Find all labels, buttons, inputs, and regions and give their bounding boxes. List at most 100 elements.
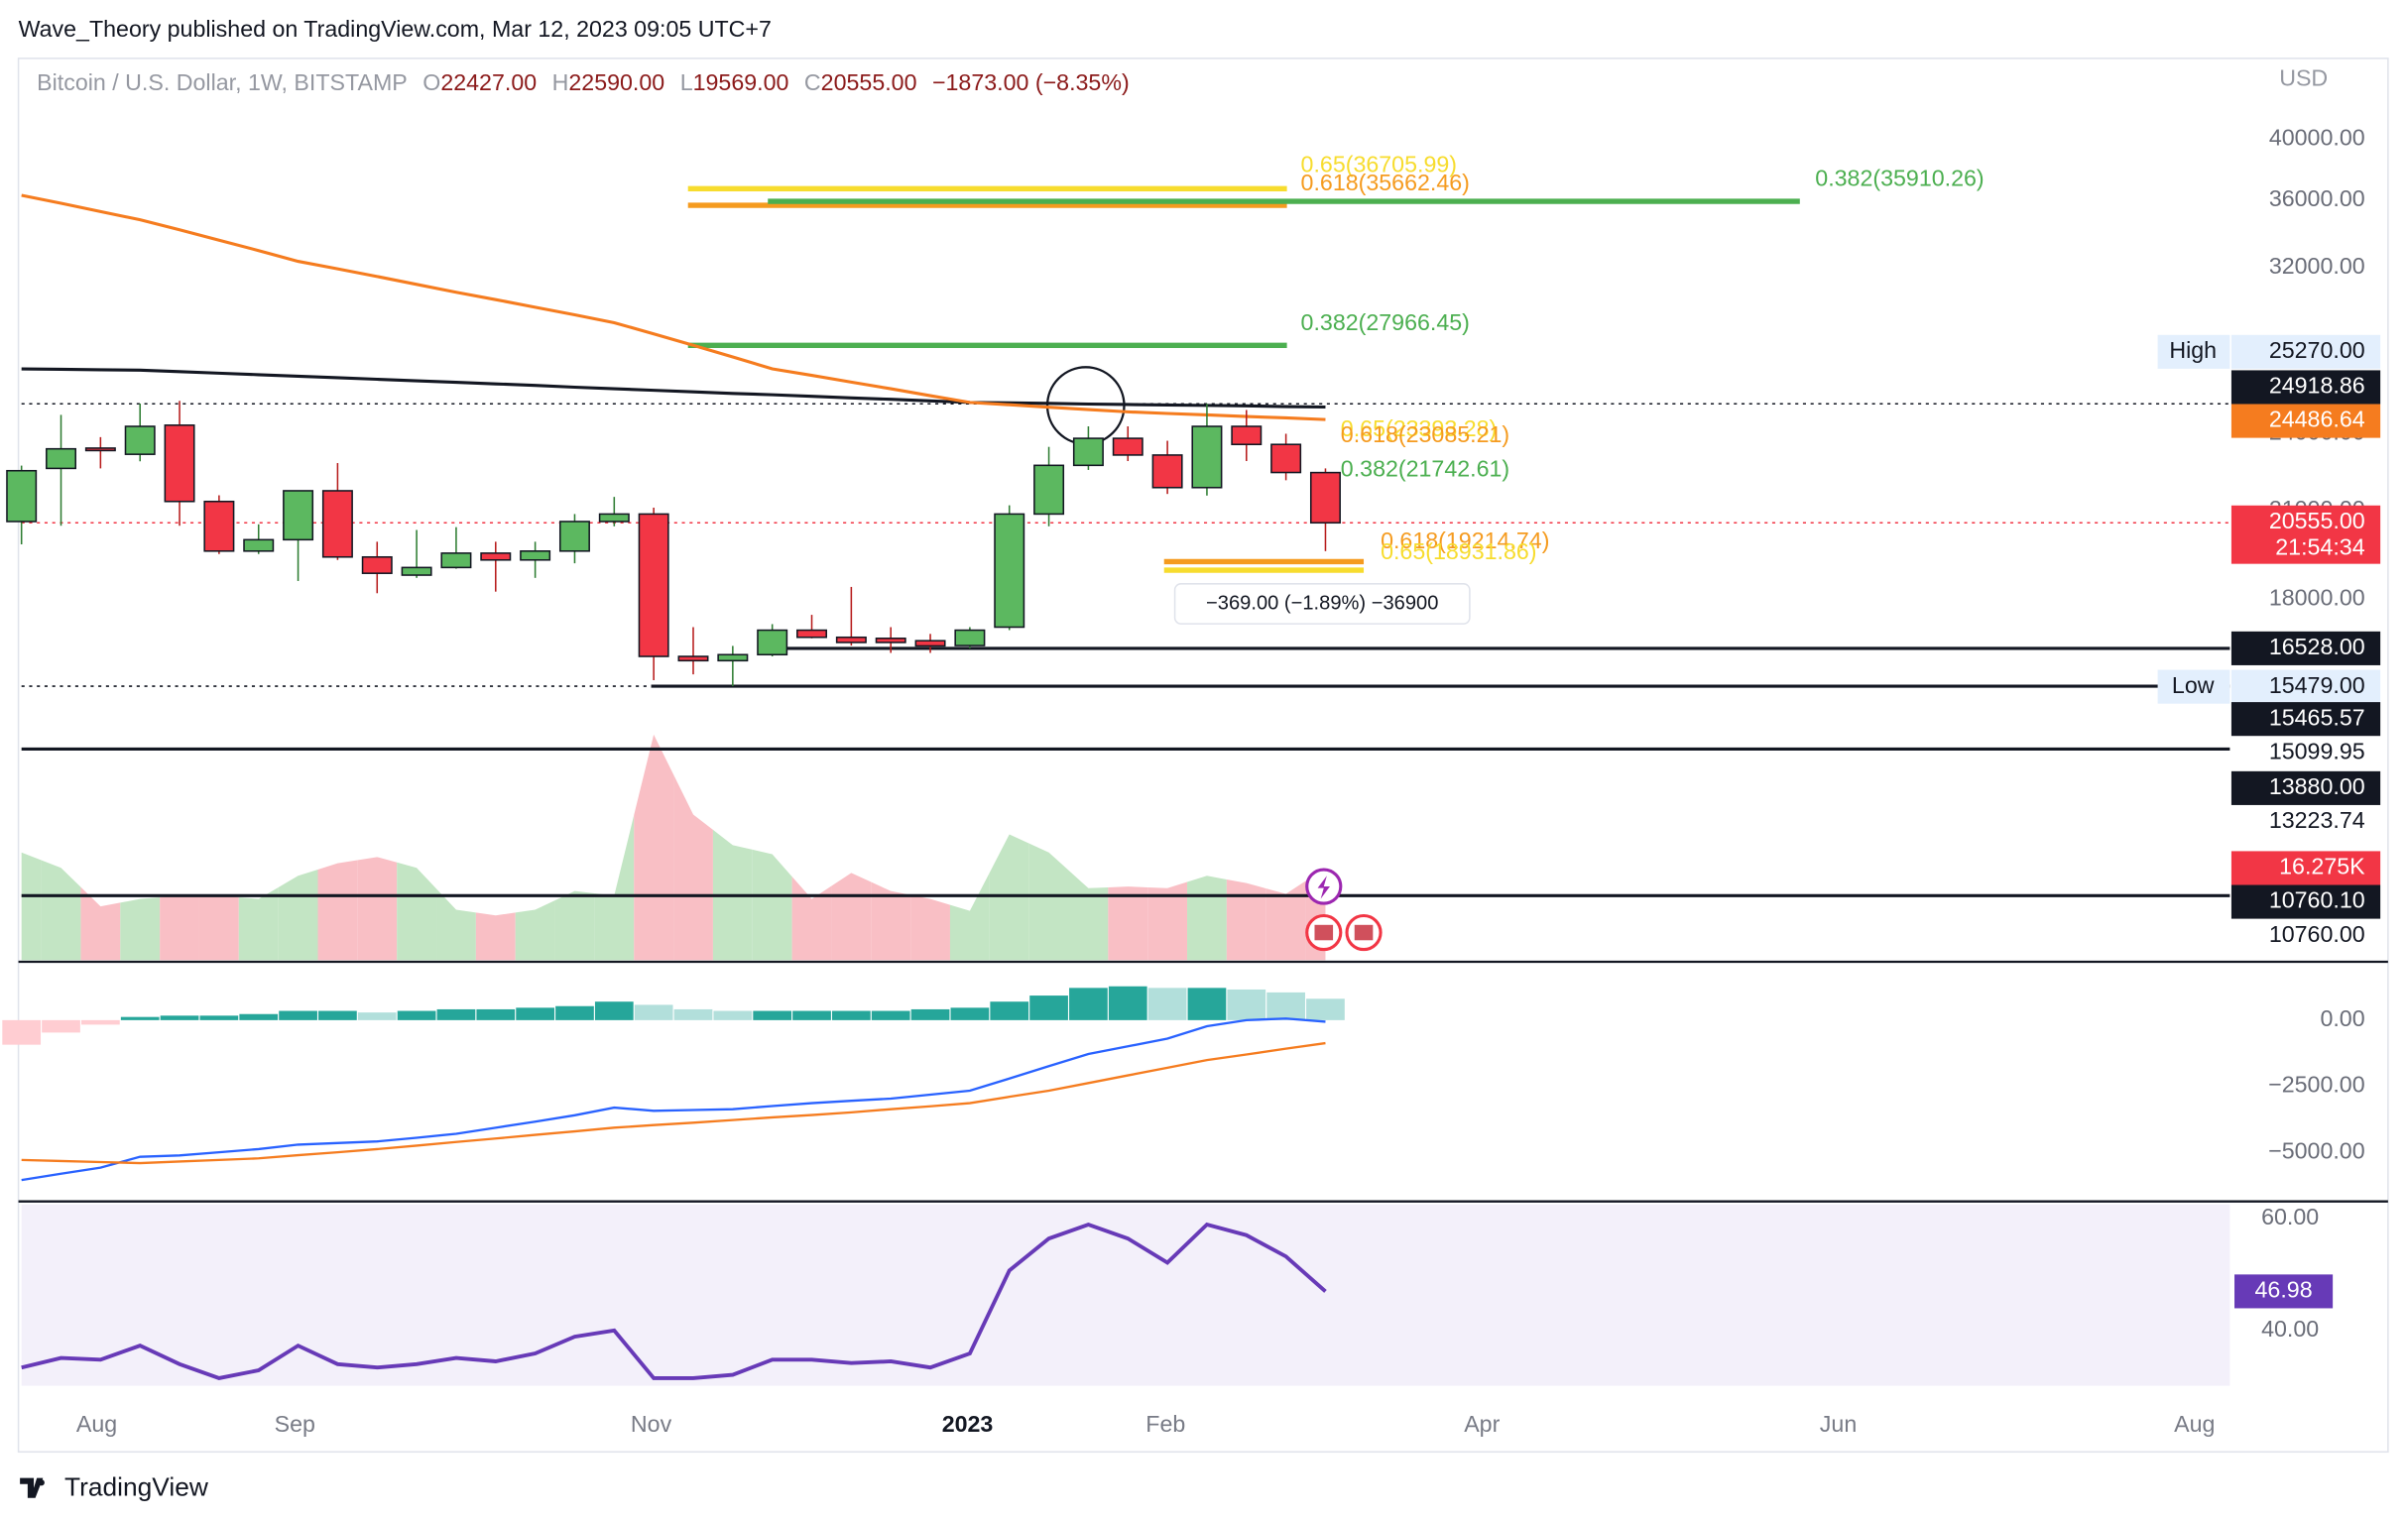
ohlc-key: L: [680, 69, 693, 95]
macd-histogram: [2, 1019, 42, 1045]
volume-area: [397, 862, 437, 961]
candle-body: [875, 638, 906, 644]
price-label: 13223.74: [2269, 807, 2365, 833]
macd-histogram: [516, 1007, 554, 1020]
candle-body: [1270, 443, 1302, 474]
macd-histogram: [1108, 986, 1147, 1020]
macd-histogram: [318, 1010, 357, 1020]
candle-body: [124, 425, 156, 455]
volume-area: [160, 895, 199, 961]
rsi-value: 46.98: [2255, 1277, 2313, 1303]
volume-area: [1028, 843, 1069, 961]
ohlc-key: H: [552, 69, 569, 95]
candle-body: [1151, 454, 1183, 489]
macd-histogram: [1029, 995, 1068, 1020]
macd-histogram: [279, 1010, 317, 1020]
candle-body: [203, 500, 235, 552]
candle-body: [480, 552, 512, 561]
volume-area: [1187, 876, 1227, 961]
macd-tick-label: −2500.00: [2268, 1072, 2364, 1098]
y-tick-label: 18000.00: [2269, 585, 2365, 611]
price-label-box: [2230, 702, 2381, 737]
macd-histogram: [753, 1010, 792, 1020]
price-label: 16.275K: [2279, 854, 2365, 879]
volume-area: [1226, 878, 1266, 961]
macd-tick-label: −5000.00: [2268, 1137, 2364, 1163]
macd-histogram: [634, 1004, 673, 1020]
candle-body: [520, 550, 551, 561]
candle-body: [401, 566, 432, 576]
tag-box: [2157, 334, 2230, 369]
macd-tick-label: 0.00: [2320, 1005, 2364, 1031]
macd-histogram: [1147, 988, 1187, 1020]
moving-average: [21, 193, 1326, 421]
candle-body: [243, 538, 275, 552]
volume-area: [475, 912, 516, 961]
x-tick-label: Sep: [275, 1411, 315, 1437]
macd-line: [21, 1041, 1326, 1165]
ohlc-key: O: [422, 69, 440, 95]
price-label: 13880.00: [2269, 773, 2365, 799]
volume-area: [634, 734, 674, 961]
rsi-tick-label: 40.00: [2261, 1316, 2319, 1342]
price-label: 10760.10: [2269, 887, 2365, 913]
x-tick-label: 2023: [942, 1411, 994, 1437]
price-label: 10760.00: [2269, 921, 2365, 947]
price-label: 20555.00: [2269, 508, 2365, 533]
candle-body: [954, 629, 986, 646]
logo-dot: [38, 1479, 45, 1486]
macd-histogram: [832, 1010, 871, 1020]
fib-label: 0.382(35910.26): [1815, 165, 1984, 190]
candle-body: [677, 655, 709, 662]
candle-body: [1072, 437, 1104, 467]
macd-histogram: [1306, 998, 1345, 1020]
volume-area: [357, 857, 398, 961]
fib-label: 0.382(21742.61): [1341, 455, 1509, 481]
measure-text: −369.00 (−1.89%) −36900: [1206, 592, 1438, 614]
volume-area: [1265, 880, 1306, 961]
macd-histogram: [436, 1008, 476, 1020]
macd-histogram: [990, 1001, 1029, 1020]
candle-body: [717, 653, 749, 662]
candle-body: [914, 640, 946, 647]
rsi-tick-label: 60.00: [2261, 1204, 2319, 1229]
price-label-box: [2230, 884, 2381, 919]
event-bolt: [1317, 876, 1330, 899]
volume-area: [21, 852, 42, 961]
volume-area: [238, 886, 279, 961]
candle-body: [638, 513, 669, 657]
candle-body: [1112, 437, 1144, 456]
fib-label: 0.618(23085.21): [1341, 421, 1509, 447]
macd-histogram: [397, 1010, 436, 1020]
flag-stripes: [1354, 924, 1374, 941]
macd-histogram: [1266, 992, 1305, 1020]
candle-body: [757, 629, 788, 656]
price-label: 15465.57: [2269, 704, 2365, 730]
x-tick-label: Jun: [1820, 1411, 1857, 1437]
tag-box: [2157, 669, 2230, 704]
volume-area: [436, 888, 476, 961]
x-tick-label: Feb: [1145, 1411, 1185, 1437]
price-label-box: [2230, 404, 2381, 438]
candle-body: [558, 521, 590, 552]
rsi-value-box: [2234, 1274, 2334, 1309]
volume-area: [41, 860, 81, 961]
price-label-box: [2230, 505, 2381, 564]
macd-histogram: [792, 1010, 831, 1020]
macd-histogram: [1069, 988, 1108, 1020]
volume-area: [317, 860, 358, 961]
macd-histogram: [950, 1007, 990, 1020]
price-label-box: [2230, 669, 2381, 704]
candle-body: [46, 447, 77, 470]
candle-body: [835, 636, 867, 644]
tag: High: [2169, 337, 2217, 363]
macd-histogram: [81, 1019, 120, 1025]
candle-body: [164, 424, 195, 503]
macd-histogram: [1187, 988, 1227, 1020]
price-label-box: [2230, 631, 2381, 665]
candle-body: [1033, 464, 1065, 516]
fib-label: 0.618(35662.46): [1301, 170, 1470, 195]
rsi-band: [21, 1204, 2230, 1386]
fib-label: 0.618(19214.74): [1381, 527, 1549, 553]
